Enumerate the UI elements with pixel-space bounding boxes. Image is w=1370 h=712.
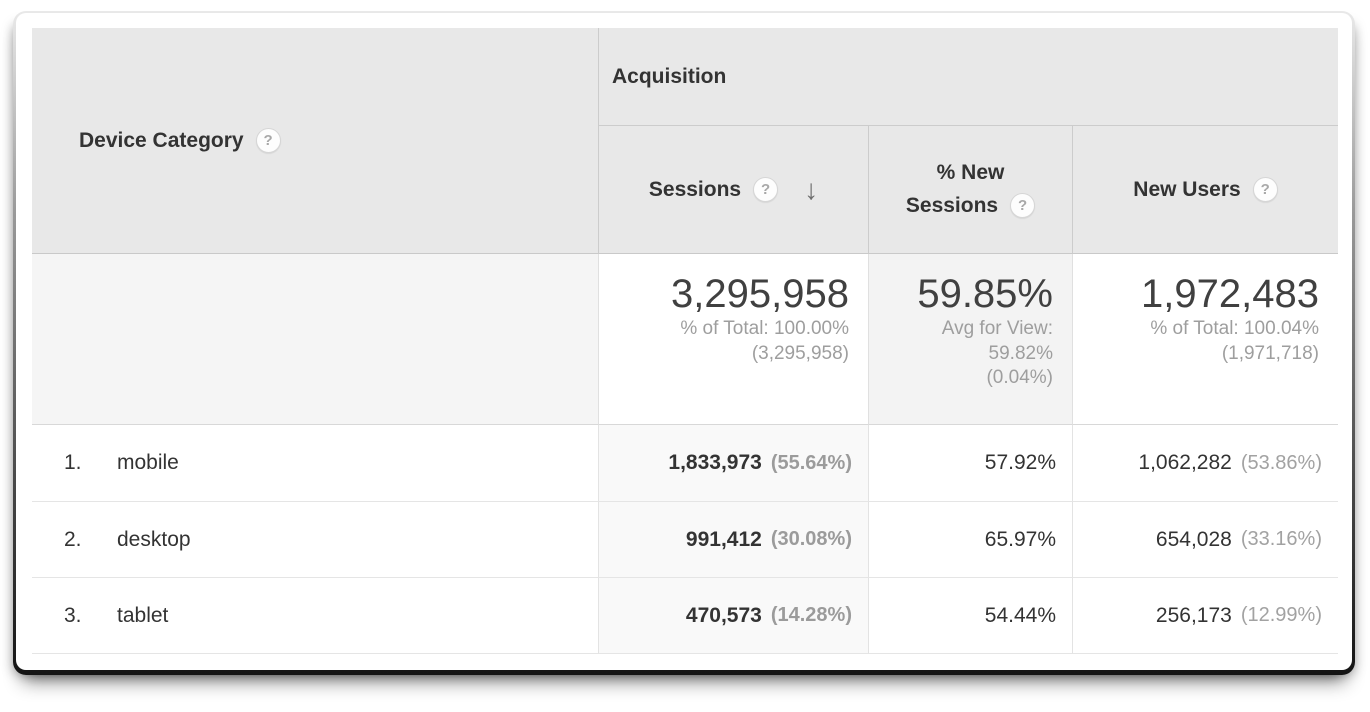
column-header-device-category[interactable]: Device Category ? <box>32 28 598 254</box>
percent-new-sessions-line1: % New <box>936 160 1005 184</box>
cell-new-users: 654,028 (33.16%) <box>1072 502 1338 578</box>
totals-sessions-detail: % of Total: 100.00% <box>680 318 849 339</box>
percent-new-sessions-line2: Sessions <box>905 193 999 217</box>
new-users-percent: (33.16%) <box>1240 528 1322 550</box>
device-label: tablet <box>117 603 169 627</box>
totals-percent-new-sessions-detail: Avg for View: <box>941 318 1053 339</box>
help-icon[interactable]: ? <box>1252 177 1278 202</box>
column-header-percent-new-sessions[interactable]: % New Sessions? <box>868 126 1072 254</box>
row-rank: 1. <box>64 451 82 474</box>
table-row-device-label: 1. mobile <box>32 425 598 502</box>
column-group-header-acquisition: Acquisition <box>598 28 1338 126</box>
new-users-percent: (53.86%) <box>1240 451 1322 474</box>
column-header-new-users[interactable]: New Users ? <box>1072 126 1338 254</box>
cell-percent-new-sessions: 54.44% <box>868 578 1072 654</box>
analytics-table-card: Device Category ? Acquisition Sessions ?… <box>16 13 1352 670</box>
sort-descending-icon[interactable]: ↓ <box>804 173 819 205</box>
totals-percent-new-sessions: 59.85% Avg for View: 59.82% (0.04%) <box>868 254 1072 425</box>
device-category-header-label: Device Category <box>79 128 244 152</box>
totals-percent-new-sessions-detail: (0.04%) <box>986 367 1053 389</box>
new-users-value: 256,173 <box>1155 603 1232 627</box>
sessions-value: 470,573 <box>685 603 762 627</box>
totals-sessions: 3,295,958 % of Total: 100.00% (3,295,958… <box>598 254 868 425</box>
column-header-sessions[interactable]: Sessions ? ↓ <box>598 126 868 254</box>
new-users-percent: (12.99%) <box>1240 604 1322 626</box>
row-rank: 3. <box>64 603 82 627</box>
cell-sessions: 991,412 (30.08%) <box>598 502 868 578</box>
sessions-header-label: Sessions <box>648 177 742 201</box>
new-users-header-label: New Users <box>1133 177 1241 201</box>
help-icon[interactable]: ? <box>753 177 779 202</box>
percent-new-sessions-header-label: % New Sessions? <box>905 157 1036 222</box>
sessions-value: 991,412 <box>685 527 762 551</box>
totals-new-users: 1,972,483 % of Total: 100.04% (1,971,718… <box>1072 254 1338 425</box>
help-icon[interactable]: ? <box>255 128 281 153</box>
new-users-value: 1,062,282 <box>1138 451 1232 474</box>
table-row-device-label: 2. desktop <box>32 502 598 578</box>
percent-new-sessions-value: 54.44% <box>984 603 1056 627</box>
totals-dimension-cell <box>32 254 598 425</box>
percent-new-sessions-value: 57.92% <box>984 451 1056 474</box>
totals-new-users-detail: (1,971,718) <box>1221 342 1319 364</box>
percent-new-sessions-value: 65.97% <box>984 527 1056 551</box>
totals-sessions-value: 3,295,958 <box>671 272 849 316</box>
sessions-percent: (30.08%) <box>770 528 852 550</box>
totals-new-users-detail: % of Total: 100.04% <box>1150 318 1319 339</box>
cell-sessions: 470,573 (14.28%) <box>598 578 868 654</box>
acquisition-header-label: Acquisition <box>612 64 727 88</box>
new-users-value: 654,028 <box>1155 527 1232 551</box>
device-label: mobile <box>117 451 179 474</box>
table-row-device-label: 3. tablet <box>32 578 598 654</box>
screenshot-frame: Device Category ? Acquisition Sessions ?… <box>13 11 1355 675</box>
cell-percent-new-sessions: 57.92% <box>868 425 1072 502</box>
totals-sessions-detail: (3,295,958) <box>751 342 849 364</box>
cell-new-users: 256,173 (12.99%) <box>1072 578 1338 654</box>
cell-new-users: 1,062,282 (53.86%) <box>1072 425 1338 502</box>
totals-new-users-value: 1,972,483 <box>1141 272 1319 316</box>
device-category-table: Device Category ? Acquisition Sessions ?… <box>32 28 1338 654</box>
sessions-percent: (14.28%) <box>770 604 852 626</box>
cell-percent-new-sessions: 65.97% <box>868 502 1072 578</box>
help-icon[interactable]: ? <box>1010 193 1036 219</box>
device-label: desktop <box>117 527 191 551</box>
cell-sessions: 1,833,973 (55.64%) <box>598 425 868 502</box>
totals-percent-new-sessions-detail: 59.82% <box>988 342 1053 364</box>
sessions-value: 1,833,973 <box>668 451 762 474</box>
sessions-percent: (55.64%) <box>770 451 852 474</box>
totals-percent-new-sessions-value: 59.85% <box>917 272 1053 316</box>
row-rank: 2. <box>64 527 82 551</box>
